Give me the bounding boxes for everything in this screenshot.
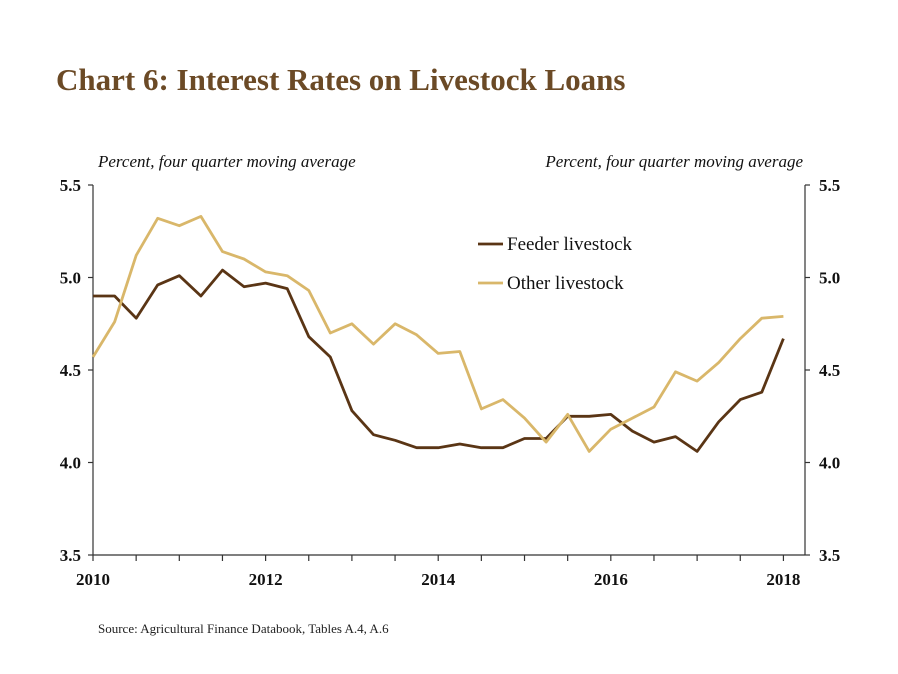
legend-label-other-livestock: Other livestock xyxy=(507,273,624,294)
left-y-tick-label: 4.0 xyxy=(60,454,81,473)
source-note: Source: Agricultural Finance Databook, T… xyxy=(98,621,389,636)
chart-title: Chart 6: Interest Rates on Livestock Loa… xyxy=(56,62,626,97)
series-line-feeder-livestock xyxy=(93,268,785,453)
x-tick-label: 2018 xyxy=(766,570,800,589)
x-tick-label: 2016 xyxy=(594,570,628,589)
left-axis-unit-label: Percent, four quarter moving average xyxy=(98,152,356,171)
left-y-tick-label: 5.5 xyxy=(60,176,81,195)
right-y-tick-label: 4.0 xyxy=(819,454,840,473)
right-y-tick-label: 3.5 xyxy=(819,546,840,565)
left-y-tick-label: 5.0 xyxy=(60,269,81,288)
left-y-tick-label: 3.5 xyxy=(60,546,81,565)
right-y-tick-label: 5.5 xyxy=(819,176,840,195)
x-tick-label: 2012 xyxy=(249,570,283,589)
x-tick-label: 2014 xyxy=(421,570,456,589)
series-line-other-livestock xyxy=(91,215,784,453)
right-axis-unit-label: Percent, four quarter moving average xyxy=(545,152,803,171)
left-y-tick-label: 4.5 xyxy=(60,361,81,380)
x-tick-label: 2010 xyxy=(76,570,110,589)
right-y-tick-label: 5.0 xyxy=(819,269,840,288)
right-y-tick-label: 4.5 xyxy=(819,361,840,380)
legend-label-feeder-livestock: Feeder livestock xyxy=(507,234,633,255)
